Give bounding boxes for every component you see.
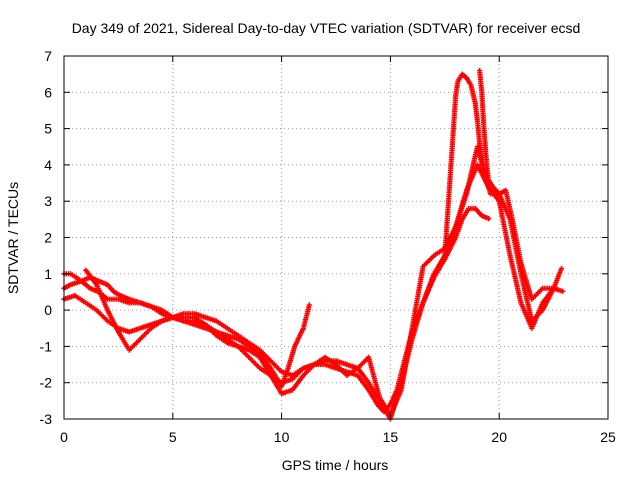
data-point [486, 216, 492, 222]
x-tick-label: 25 [600, 429, 616, 445]
x-tick-label: 15 [383, 429, 399, 445]
y-tick-label: 3 [44, 193, 52, 209]
x-tick-label: 5 [169, 429, 177, 445]
x-axis-label: GPS time / hours [282, 457, 389, 473]
data-points [61, 67, 566, 422]
axis-ticks: 0 5 10 15 20 25 -3 -2 -1 0 1 2 3 4 5 6 7 [40, 48, 616, 445]
data-point [558, 265, 565, 272]
y-axis-label: SDTVAR / TECUs [5, 182, 21, 294]
y-tick-label: -2 [40, 375, 53, 391]
y-tick-label: 2 [44, 230, 52, 246]
y-tick-label: 4 [44, 157, 52, 173]
y-tick-label: -1 [40, 338, 53, 354]
y-tick-label: -3 [40, 411, 53, 427]
grid-lines [64, 56, 608, 419]
y-tick-label: 0 [44, 302, 52, 318]
series-track-f [477, 67, 554, 302]
data-point [560, 288, 566, 294]
y-tick-label: 6 [44, 84, 52, 100]
chart-title: Day 349 of 2021, Sidereal Day-to-day VTE… [72, 20, 581, 36]
x-tick-label: 10 [274, 429, 290, 445]
data-point [548, 285, 554, 291]
y-tick-label: 7 [44, 48, 52, 64]
series-track-e [420, 71, 491, 306]
x-tick-label: 0 [60, 429, 68, 445]
y-tick-label: 5 [44, 121, 52, 137]
data-point [306, 302, 312, 308]
x-tick-label: 20 [491, 429, 507, 445]
y-tick-label: 1 [44, 266, 52, 282]
